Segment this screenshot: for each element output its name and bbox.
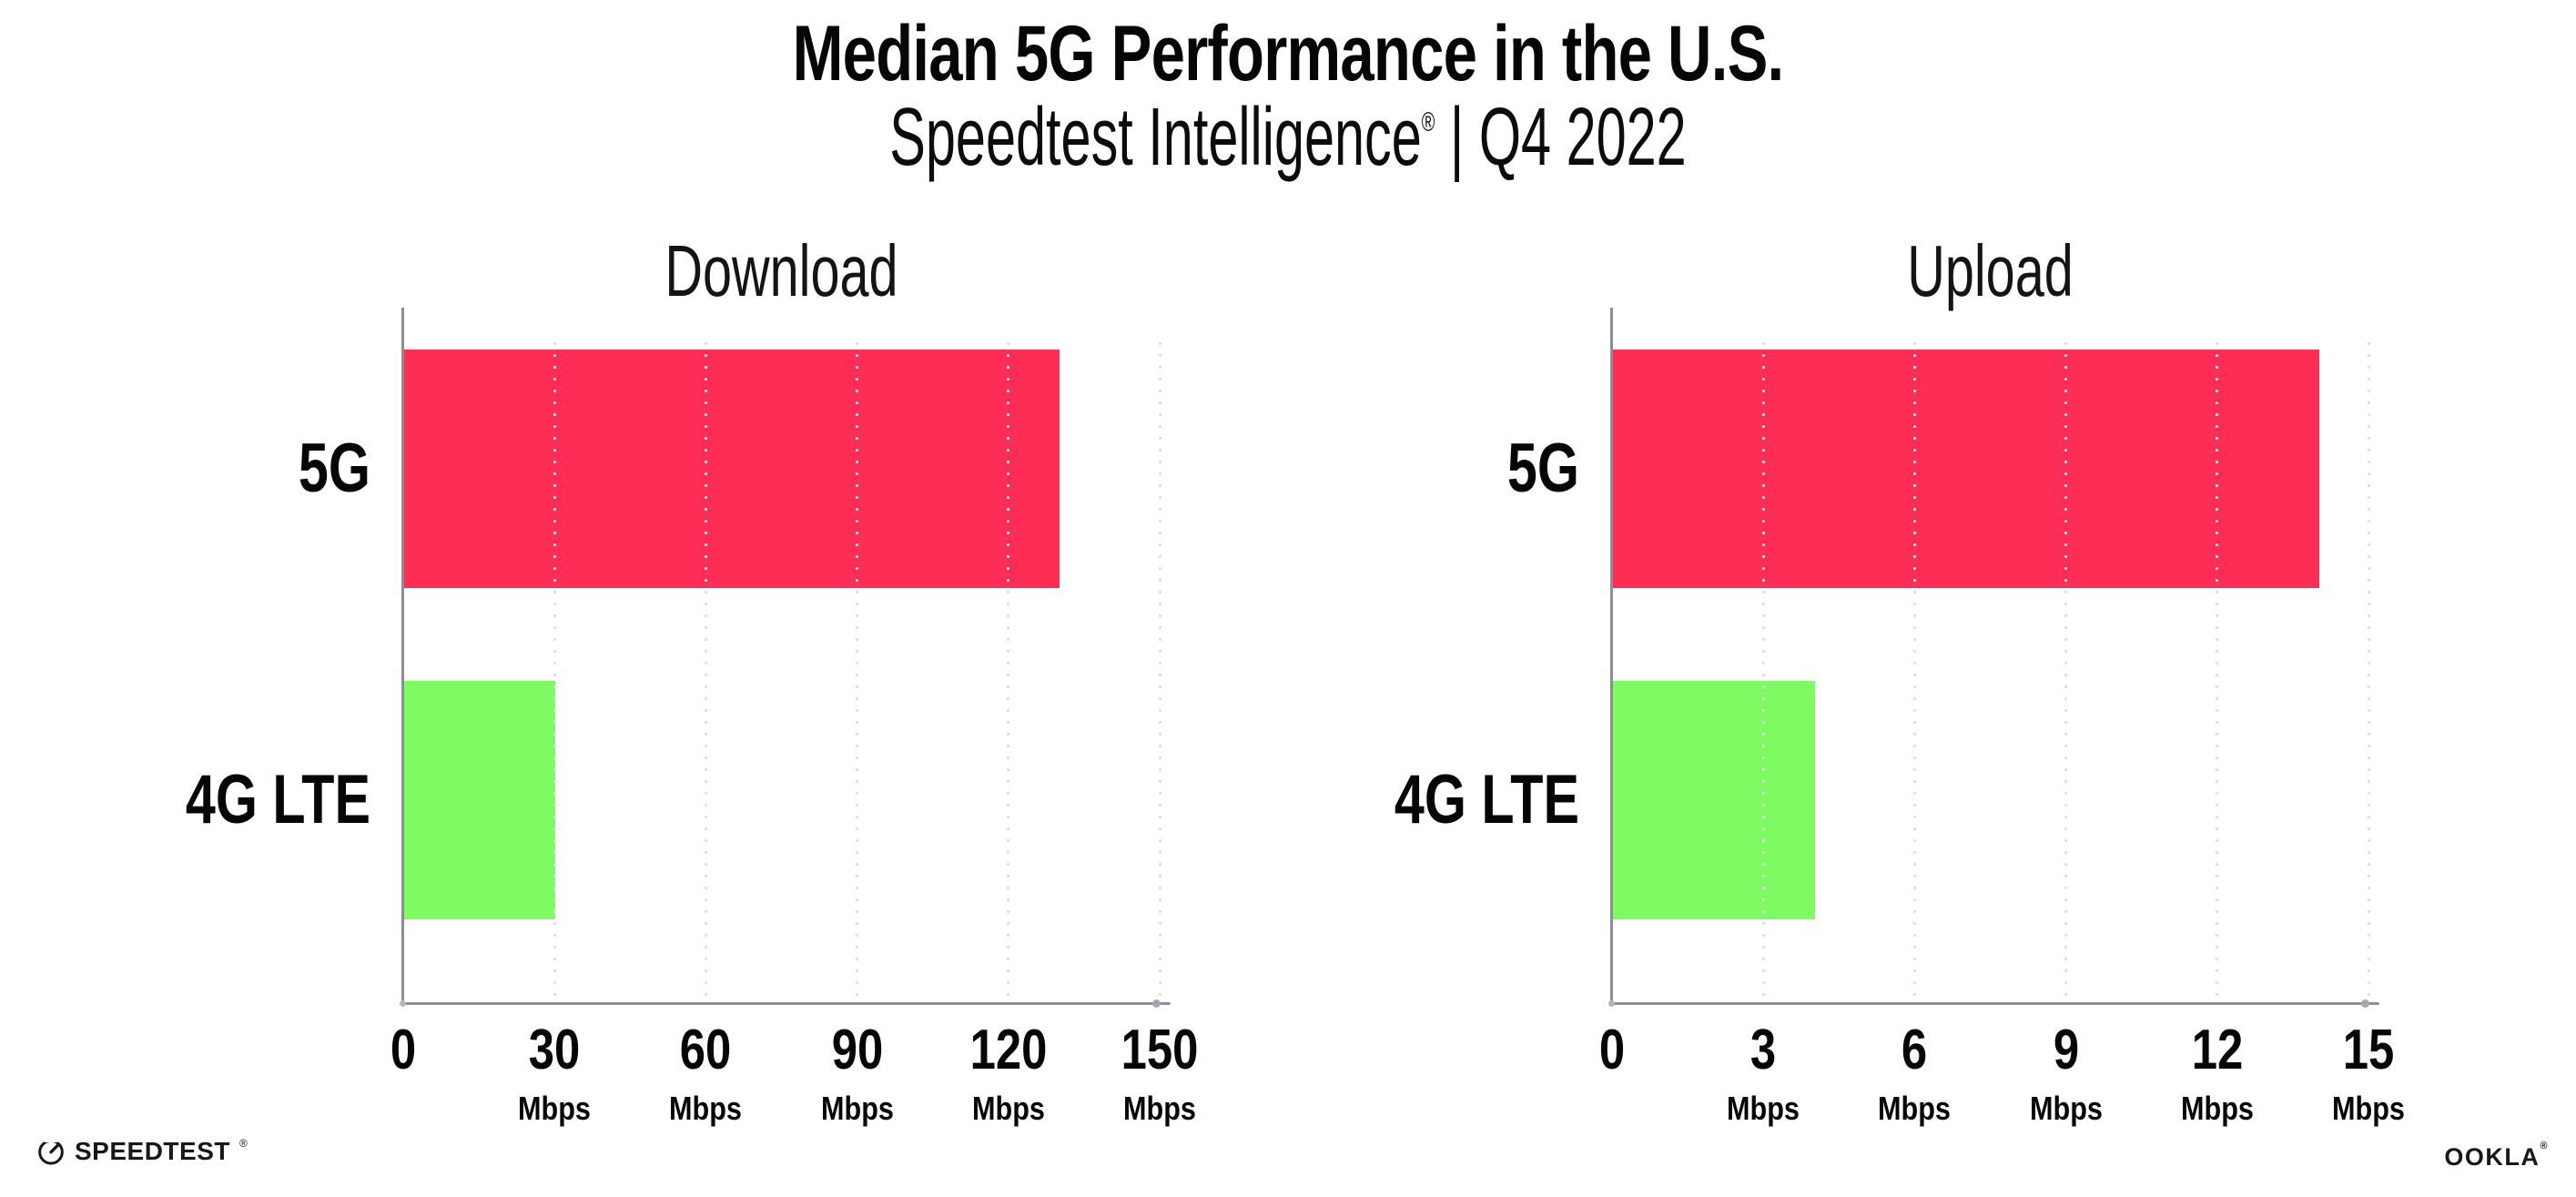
speedtest-gauge-icon — [38, 1137, 64, 1165]
speedtest-logo: SPEEDTEST ® — [36, 1137, 248, 1166]
ookla-registered-mark: ® — [2540, 1141, 2549, 1151]
x-tick-label: 12 — [2191, 1019, 2244, 1081]
x-tick-label: 120 — [969, 1019, 1048, 1081]
axis-origin-dot — [400, 1000, 406, 1007]
x-tick-3: 3 Mbps — [1720, 1018, 1806, 1128]
x-tick-label: 90 — [831, 1019, 883, 1081]
axis-end-dot — [2361, 999, 2369, 1008]
registered-mark: ® — [1421, 107, 1435, 137]
speedtest-wordmark: SPEEDTEST — [75, 1137, 230, 1165]
gridline-6 — [1912, 338, 1916, 1004]
gridline-60 — [704, 338, 707, 1004]
subtitle-brand: Speedtest Intelligence — [889, 92, 1422, 183]
gridline-120 — [1007, 338, 1010, 1004]
x-tick-label: 150 — [1121, 1019, 1199, 1081]
gridline-30 — [553, 338, 556, 1004]
chart-panel-upload: Upload 5G 4G LTE 0 3 Mbps 6 Mbps 9 Mbps 12 Mbps 1… — [1209, 218, 2419, 1138]
gridline-12 — [2216, 338, 2219, 1004]
page-subtitle: Speedtest Intelligence® | Q4 2022 — [438, 91, 2138, 185]
x-tick-label: 0 — [390, 1019, 417, 1081]
x-tick-unit: Mbps — [2029, 1090, 2103, 1127]
x-tick-120: 120 Mbps — [961, 1018, 1055, 1128]
axis-end-dot — [1152, 999, 1161, 1008]
x-tick-9: 9 Mbps — [2023, 1018, 2109, 1128]
x-axis-ticks: 0 30 Mbps 60 Mbps 90 Mbps 120 Mbps 150 Mbps — [0, 1018, 1211, 1136]
bar-4g-lte-download — [404, 681, 556, 919]
chart-title-download: Download — [664, 230, 898, 311]
plot-area — [1610, 308, 2370, 1004]
ookla-logo: OOKLA® — [2444, 1141, 2549, 1172]
x-axis-ticks: 0 3 Mbps 6 Mbps 9 Mbps 12 Mbps 15 Mbps — [1209, 1018, 2419, 1136]
gridline-90 — [856, 338, 859, 1004]
x-tick-unit: Mbps — [518, 1090, 592, 1127]
row-label-5g: 5G — [298, 430, 370, 507]
x-tick-6: 6 Mbps — [1871, 1018, 1957, 1128]
x-tick-150: 150 Mbps — [1112, 1018, 1206, 1128]
x-tick-unit: Mbps — [2180, 1090, 2254, 1127]
x-tick-unit: Mbps — [1878, 1090, 1952, 1127]
gridline-15 — [2367, 338, 2370, 1004]
x-tick-label: 15 — [2342, 1019, 2395, 1081]
plot-area — [401, 308, 1161, 1004]
bar-5g-download — [404, 350, 1060, 588]
x-tick-label: 9 — [2053, 1019, 2079, 1081]
x-tick-label: 60 — [680, 1019, 732, 1081]
x-axis-line — [1608, 999, 2379, 1008]
row-label-4g-lte: 4G LTE — [185, 761, 370, 838]
x-tick-0: 0 — [388, 1018, 419, 1082]
gridline-3 — [1761, 338, 1765, 1004]
x-axis-line — [400, 999, 1171, 1008]
chart-title-upload: Upload — [1907, 230, 2074, 311]
x-tick-unit: Mbps — [1123, 1090, 1196, 1127]
page-title: Median 5G Performance in the U.S. — [792, 10, 1785, 97]
gridline-150 — [1158, 338, 1161, 1004]
x-tick-unit: Mbps — [669, 1090, 743, 1127]
x-tick-label: 3 — [1750, 1019, 1777, 1081]
x-tick-label: 0 — [1598, 1019, 1626, 1081]
speedtest-trademark: ® — [238, 1137, 248, 1150]
chart-panel-download: Download 5G 4G LTE 0 30 Mbps 60 Mbps 90 Mbps 12… — [0, 218, 1211, 1138]
gridline-9 — [2064, 338, 2068, 1004]
x-tick-90: 90 Mbps — [815, 1018, 900, 1128]
subtitle-period: | Q4 2022 — [1435, 92, 1687, 183]
bar-4g-lte-upload — [1613, 681, 1815, 919]
x-tick-unit: Mbps — [971, 1090, 1045, 1127]
y-axis-line — [1610, 308, 1613, 1004]
bar-5g-upload — [1613, 350, 2319, 588]
ookla-wordmark: OOKLA — [2444, 1143, 2541, 1171]
x-tick-unit: Mbps — [1727, 1090, 1800, 1127]
x-tick-15: 15 Mbps — [2326, 1018, 2411, 1128]
axis-origin-dot — [1608, 1000, 1615, 1007]
x-tick-12: 12 Mbps — [2175, 1018, 2260, 1128]
x-tick-unit: Mbps — [820, 1090, 894, 1127]
x-tick-60: 60 Mbps — [663, 1018, 748, 1128]
x-tick-unit: Mbps — [2332, 1090, 2405, 1127]
row-label-4g-lte: 4G LTE — [1394, 761, 1579, 838]
x-tick-label: 6 — [1902, 1019, 1928, 1081]
row-label-5g: 5G — [1506, 430, 1579, 507]
x-tick-30: 30 Mbps — [512, 1018, 597, 1128]
x-tick-0: 0 — [1597, 1018, 1628, 1082]
x-tick-label: 30 — [528, 1019, 581, 1081]
y-axis-line — [401, 308, 404, 1004]
